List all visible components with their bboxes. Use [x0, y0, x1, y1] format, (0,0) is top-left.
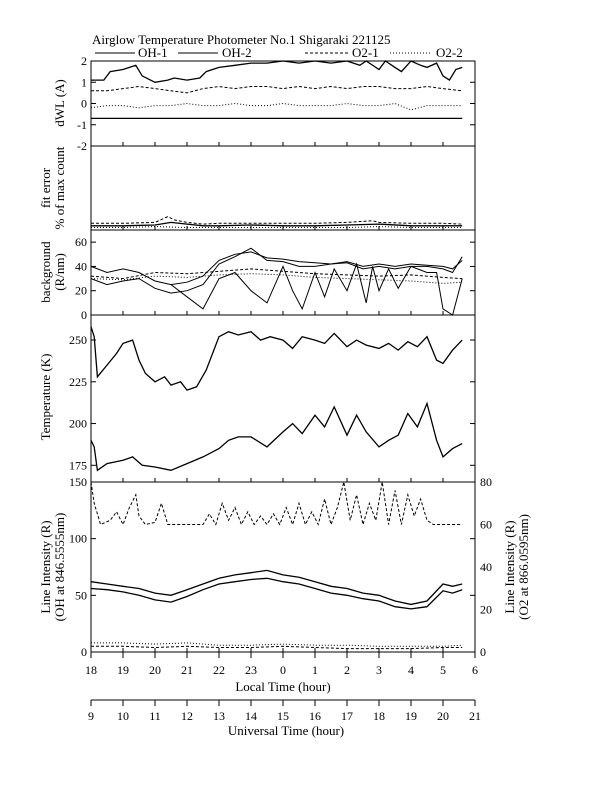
- intensity-ytick-right-label: 20: [480, 603, 492, 617]
- local-tick-label: 4: [408, 663, 414, 677]
- fiterror-frame: [90, 145, 476, 231]
- temperature-ytick-label: 200: [69, 417, 87, 431]
- dwl-ytick-label: 1: [81, 75, 87, 89]
- universal-tick-label: 9: [88, 709, 94, 723]
- universal-tick-label: 21: [469, 709, 481, 723]
- legend-o21: O2-1: [352, 45, 379, 60]
- background-ytick-label: 60: [75, 235, 87, 249]
- chart-title: Airglow Temperature Photometer No.1 Shig…: [92, 32, 391, 47]
- dwl-ylabel: dWL (A): [52, 79, 67, 127]
- dwl-ytick-label: 0: [81, 97, 87, 111]
- universal-tick-label: 14: [245, 709, 257, 723]
- intensity-series-2: [90, 481, 463, 527]
- universal-tick-label: 15: [277, 709, 289, 723]
- universal-tick-label: 20: [437, 709, 449, 723]
- background-series-3: [90, 273, 463, 284]
- legend-oh2: OH-2: [222, 45, 252, 60]
- plot-layer: 210-1-2604020025022520017515010050080604…: [69, 54, 492, 723]
- local-tick-label: 6: [472, 663, 478, 677]
- intensity-ytick-right-label: 0: [480, 645, 486, 659]
- background-ylabel: background: [38, 241, 53, 303]
- dwl-frame: [90, 60, 476, 147]
- fiterror-ylabel: fit error: [38, 167, 53, 208]
- local-tick-label: 18: [85, 663, 97, 677]
- background-series-2: [90, 268, 463, 280]
- local-tick-label: 3: [376, 663, 382, 677]
- intensity-series-4: [91, 645, 463, 650]
- fiterror-series-0: [91, 221, 463, 227]
- background-ytick-label: 20: [75, 284, 87, 298]
- intensity-ylabel: Line Intensity (R): [38, 520, 53, 613]
- temperature-series-1: [90, 401, 463, 472]
- intensity-ytick-label: 150: [69, 475, 87, 489]
- universal-tick-label: 13: [213, 709, 225, 723]
- intensity-ytick-right-label: 40: [480, 560, 492, 574]
- universal-tick-label: 16: [309, 709, 321, 723]
- background-ytick-label: 40: [75, 259, 87, 273]
- fiterror-series-2: [91, 226, 463, 228]
- local-tick-label: 23: [245, 663, 257, 677]
- temperature-ytick-label: 175: [69, 458, 87, 472]
- intensity-ylabel-right: Line Intensity (R): [502, 520, 517, 613]
- legend-oh1: OH-1: [138, 45, 168, 60]
- universal-tick-label: 17: [341, 709, 353, 723]
- dwl-ytick-label: -1: [77, 118, 87, 132]
- intensity-ytick-label: 100: [69, 532, 87, 546]
- background-ytick-label: 0: [81, 308, 87, 322]
- intensity-series-3: [91, 642, 463, 647]
- background-series-0: [90, 251, 463, 286]
- temperature-ytick-label: 225: [69, 375, 87, 389]
- temperature-series-0: [90, 326, 463, 391]
- background-frame: [90, 229, 476, 316]
- local-time-label: Local Time (hour): [235, 679, 330, 694]
- background-series-4: [170, 262, 463, 316]
- dwl-series-2: [90, 102, 463, 111]
- intensity-series-1: [90, 577, 463, 610]
- local-tick-label: 22: [213, 663, 225, 677]
- legend: OH-1 OH-2 O2-1 O2-2: [95, 45, 463, 60]
- intensity-ylabel-right2: (O2 at 866.0595nm): [516, 514, 531, 620]
- universal-tick-label: 10: [117, 709, 129, 723]
- dwl-ytick-label: -2: [77, 139, 87, 153]
- local-tick-label: 21: [181, 663, 193, 677]
- temperature-ylabel: Temperature (K): [38, 354, 53, 441]
- local-tick-label: 2: [344, 663, 350, 677]
- fiterror-series-1: [91, 216, 463, 225]
- dwl-ytick-label: 2: [81, 54, 87, 68]
- local-tick-label: 0: [280, 663, 286, 677]
- temperature-ytick-label: 250: [69, 333, 87, 347]
- local-tick-label: 20: [149, 663, 161, 677]
- universal-tick-label: 12: [181, 709, 193, 723]
- fiterror-ylabel2: % of max count: [52, 146, 67, 229]
- universal-time-label: Universal Time (hour): [228, 723, 344, 738]
- legend-o22: O2-2: [436, 45, 463, 60]
- background-ylabel2: (R/nm): [52, 253, 67, 291]
- universal-tick-label: 19: [405, 709, 417, 723]
- local-tick-label: 19: [117, 663, 129, 677]
- universal-tick-label: 11: [149, 709, 161, 723]
- universal-tick-label: 18: [373, 709, 385, 723]
- intensity-ytick-right-label: 60: [480, 518, 492, 532]
- dwl-series-1: [91, 85, 463, 94]
- intensity-ytick-right-label: 80: [480, 475, 492, 489]
- intensity-ytick-label: 50: [75, 588, 87, 602]
- intensity-ytick-label: 0: [81, 645, 87, 659]
- dwl-series-0: [91, 60, 463, 83]
- intensity-ylabel2: (OH at 846.5555nm): [52, 513, 67, 622]
- local-tick-label: 1: [312, 663, 318, 677]
- intensity-series-0: [90, 569, 463, 606]
- local-tick-label: 5: [440, 663, 446, 677]
